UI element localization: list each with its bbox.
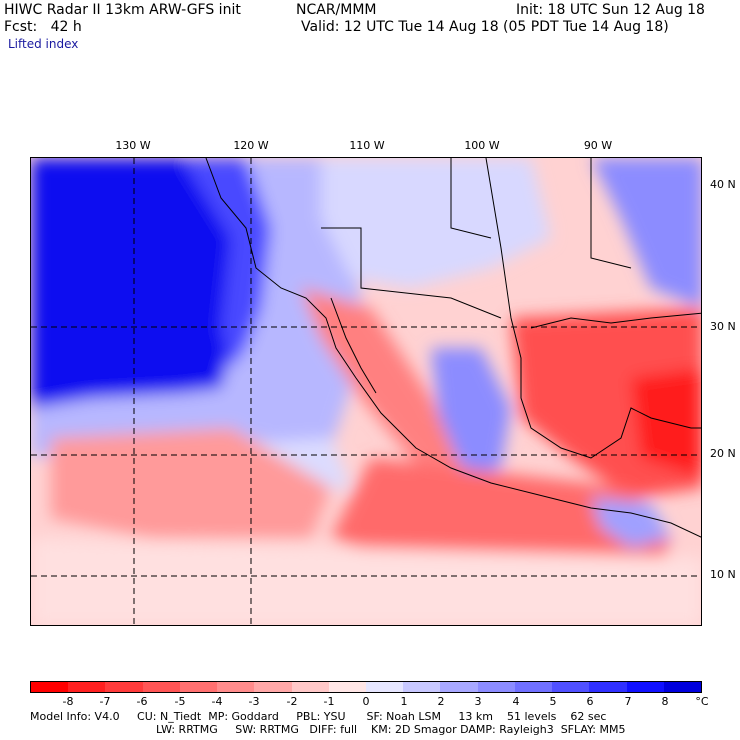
colorbar-swatch: [552, 682, 590, 692]
graticule: [31, 158, 701, 625]
organization-label: NCAR/MMM: [296, 2, 377, 18]
colorbar: [30, 681, 702, 693]
init-time: Init: 18 UTC Sun 12 Aug 18: [516, 2, 705, 18]
forecast-hour: Fcst: 42 h: [4, 19, 82, 35]
coastlines: [205, 158, 701, 538]
valid-time: Valid: 12 UTC Tue 14 Aug 18 (05 PDT Tue …: [301, 19, 669, 35]
colorbar-unit: °C: [695, 695, 709, 708]
shading-layer: [31, 158, 701, 625]
colorbar-tick: -5: [174, 695, 186, 708]
lon-label-130w: 130 W: [115, 139, 151, 152]
colorbar-tick: -4: [211, 695, 223, 708]
colorbar-swatch: [663, 682, 701, 692]
colorbar-tick: 7: [624, 695, 632, 708]
lat-label-20n: 20 N: [710, 447, 736, 460]
lon-label-100w: 100 W: [464, 139, 500, 152]
colorbar-swatch: [68, 682, 106, 692]
colorbar-swatch: [31, 682, 69, 692]
colorbar-swatch: [291, 682, 329, 692]
colorbar-swatch: [403, 682, 441, 692]
model-info-line1: Model Info: V4.0 CU: N_Tiedt MP: Goddard…: [30, 710, 607, 723]
field-name: Lifted index: [8, 37, 79, 51]
model-info-line2: LW: RRTMG SW: RRTMG DIFF: full KM: 2D Sm…: [156, 723, 626, 736]
lifted-index-map: [30, 157, 702, 626]
colorbar-tick: -6: [136, 695, 148, 708]
lon-label-110w: 110 W: [349, 139, 385, 152]
map-canvas: [31, 158, 701, 625]
colorbar-swatch: [105, 682, 143, 692]
colorbar-tick: -3: [248, 695, 260, 708]
colorbar-swatch: [217, 682, 255, 692]
colorbar-tick: -7: [99, 695, 111, 708]
lat-label-30n: 30 N: [710, 320, 736, 333]
colorbar-swatch: [328, 682, 366, 692]
colorbar-swatch: [254, 682, 292, 692]
colorbar-swatch: [142, 682, 180, 692]
model-title: HIWC Radar II 13km ARW-GFS init: [4, 2, 241, 18]
lat-label-40n: 40 N: [710, 178, 736, 191]
colorbar-swatch: [179, 682, 218, 692]
colorbar-swatch: [514, 682, 553, 692]
lat-label-10n: 10 N: [710, 568, 736, 581]
colorbar-swatch: [365, 682, 404, 692]
colorbar-tick: -8: [62, 695, 74, 708]
colorbar-tick: 5: [549, 695, 557, 708]
colorbar-tick: 2: [437, 695, 445, 708]
colorbar-swatch: [589, 682, 627, 692]
colorbar-tick: -2: [286, 695, 298, 708]
colorbar-tick: 8: [661, 695, 669, 708]
colorbar-tick: 1: [400, 695, 408, 708]
lon-label-120w: 120 W: [233, 139, 269, 152]
colorbar-tick: 0: [362, 695, 370, 708]
colorbar-tick: 4: [512, 695, 520, 708]
colorbar-tick: -1: [323, 695, 335, 708]
lon-label-90w: 90 W: [583, 139, 613, 152]
colorbar-swatch: [477, 682, 515, 692]
colorbar-swatch: [626, 682, 664, 692]
colorbar-swatch: [440, 682, 478, 692]
colorbar-tick: 6: [586, 695, 594, 708]
colorbar-tick: 3: [474, 695, 482, 708]
